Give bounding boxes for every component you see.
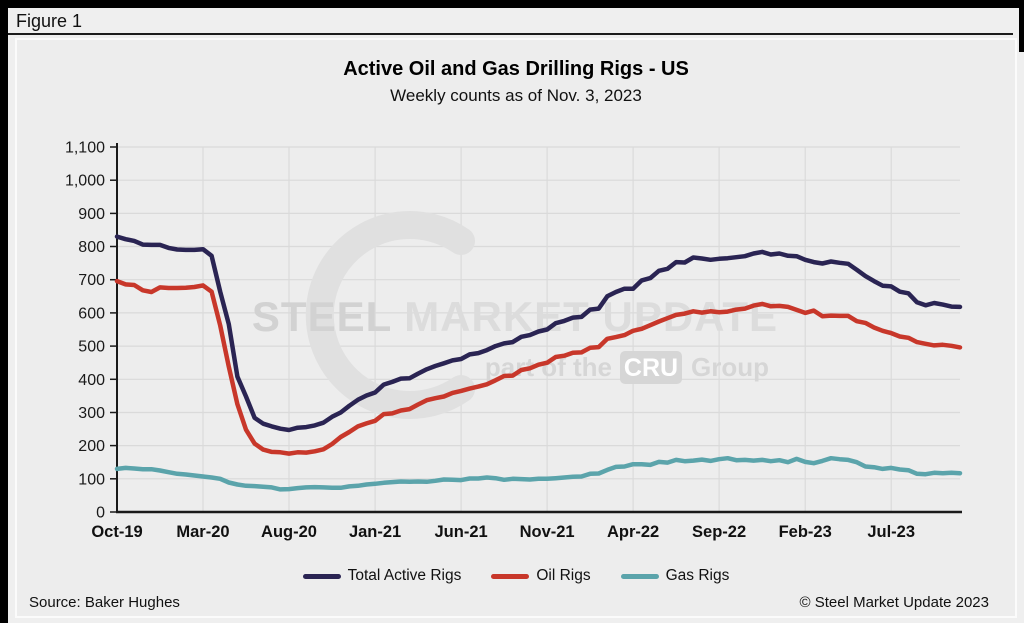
watermark-cru-text: CRU (624, 354, 678, 382)
series-line-gas-rigs (114, 455, 963, 492)
x-tick-label: Mar-20 (176, 523, 229, 541)
frame-left-border (0, 0, 8, 623)
watermark-crescent-icon (305, 211, 475, 419)
series-line-total-active-rigs (114, 234, 963, 433)
x-tick-label: Oct-19 (91, 523, 142, 541)
figure-header: Figure 1 (16, 9, 82, 33)
legend-swatch-oil-rigs (491, 573, 530, 579)
y-tick-label: 400 (78, 372, 105, 389)
watermark-brand-text: STEEL MARKET UPDATE (252, 293, 778, 340)
chart-legend: Total Active Rigs Oil Rigs Gas Rigs (17, 567, 1015, 585)
frame-right-border (1019, 0, 1024, 52)
source-note: Source: Baker Hughes (29, 594, 180, 611)
chart-title: Active Oil and Gas Drilling Rigs - US (343, 58, 689, 80)
y-tick-label: 300 (78, 405, 105, 422)
copyright-note: © Steel Market Update 2023 (799, 594, 990, 611)
y-tick-label: 700 (78, 272, 105, 289)
y-tick-label: 1,100 (65, 140, 105, 157)
legend-item-gas-rigs: Gas Rigs (620, 567, 730, 585)
x-tick-label: Sep-22 (692, 523, 746, 541)
legend-item-oil-rigs: Oil Rigs (491, 567, 591, 585)
y-tick-label: 0 (96, 505, 105, 522)
frame-top-border (0, 0, 1024, 8)
x-tick-label: Apr-22 (607, 523, 659, 541)
legend-item-total-active-rigs: Total Active Rigs (302, 567, 462, 585)
chart-footer: Source: Baker Hughes © Steel Market Upda… (29, 594, 989, 611)
y-tick-label: 1,000 (65, 173, 105, 190)
y-tick-label: 800 (78, 239, 105, 256)
x-tick-label: Jan-21 (349, 523, 401, 541)
legend-swatch-total-active-rigs (302, 573, 341, 579)
x-tick-label: Aug-20 (261, 523, 317, 541)
figure-header-rule (8, 33, 1013, 35)
x-tick-label: Nov-21 (520, 523, 575, 541)
legend-label-total-active-rigs: Total Active Rigs (347, 567, 462, 584)
chart-subtitle: Weekly counts as of Nov. 3, 2023 (390, 86, 642, 105)
figure-label: Figure 1 (16, 10, 83, 31)
x-tick-label: Feb-23 (779, 523, 832, 541)
x-tick-label: Jul-23 (867, 523, 915, 541)
chart-card: STEEL MARKET UPDATE part of the CRU Group 0 1… (17, 40, 1015, 616)
y-tick-label: 100 (78, 471, 105, 488)
x-tick-label: Jun-21 (435, 523, 488, 541)
legend-label-gas-rigs: Gas Rigs (665, 567, 730, 584)
y-tick-label: 600 (78, 305, 105, 322)
series-line-oil-rigs (114, 278, 963, 456)
watermark-cru-badge (620, 351, 682, 384)
y-tick-label: 900 (78, 206, 105, 223)
legend-swatch-gas-rigs (620, 573, 659, 579)
y-tick-label: 200 (78, 438, 105, 455)
legend-label-oil-rigs: Oil Rigs (536, 567, 591, 584)
y-tick-label: 500 (78, 339, 105, 356)
watermark-tagline-suffix: Group (691, 352, 769, 382)
